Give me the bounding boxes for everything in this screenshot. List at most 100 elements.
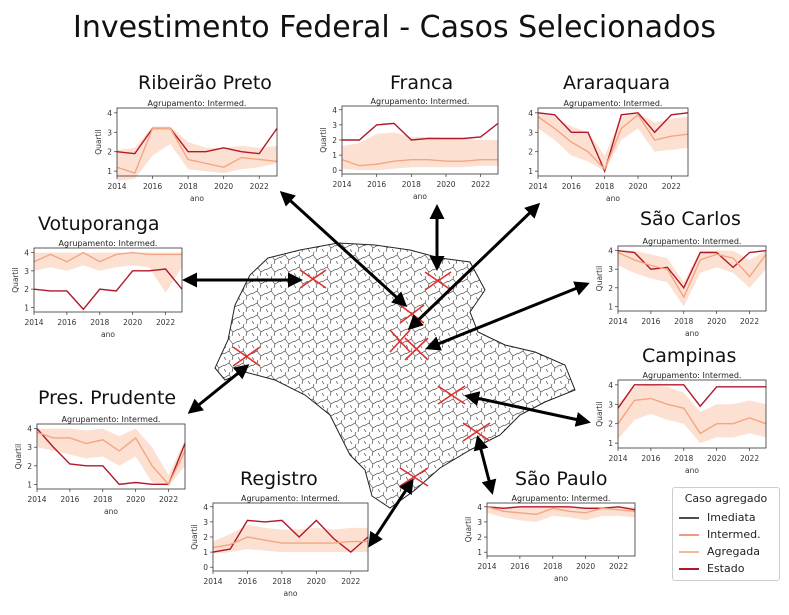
- x-axis-label: ano: [606, 194, 620, 203]
- series-line-agregada: [33, 251, 182, 263]
- x-tick-label: 2022: [740, 317, 759, 326]
- arrow-campinas: [464, 391, 591, 427]
- y-tick-label: 2: [332, 136, 337, 145]
- plot-frame: [617, 379, 767, 449]
- legend-entry-intermed: Intermed.: [673, 526, 779, 543]
- x-tick-label: 2020: [628, 182, 647, 191]
- chart-ribeirao-preto: Agrupamento: Intermed. 1 2 3 4 2014 2016 2018 20…: [95, 99, 278, 203]
- series-line-agregada: [212, 536, 368, 549]
- x-tick-label: 2018: [179, 182, 198, 191]
- legend-swatch: [679, 550, 699, 553]
- x-tick-label: 2016: [641, 317, 660, 326]
- y-tick-label: 0: [332, 166, 337, 175]
- chart-registro: Agrupamento: Intermed. 0 1 2 3 4 2014 2016 2018 2…: [191, 494, 369, 598]
- legend-title: Caso agregado: [684, 492, 768, 505]
- y-tick-label: 1: [107, 167, 112, 176]
- y-axis-label: Quartil: [191, 524, 199, 549]
- confidence-band: [37, 428, 185, 487]
- city-title-pres-prudente: Pres. Prudente: [38, 387, 177, 409]
- y-tick-label: 1: [608, 302, 613, 311]
- series-line-agregada: [116, 127, 278, 174]
- y-tick-label: 4: [332, 106, 337, 115]
- x-tick-label: 2020: [126, 495, 145, 504]
- series-line-estado: [36, 428, 186, 486]
- y-tick-label: 0: [203, 563, 208, 572]
- x-tick-label: 2016: [238, 577, 257, 586]
- chart-subtitle: Agrupamento: Intermed.: [241, 494, 340, 503]
- confidence-band: [618, 384, 766, 444]
- chart-subtitle: Agrupamento: Intermed.: [643, 371, 742, 380]
- chart-subtitle: Agrupamento: Intermed.: [643, 237, 742, 246]
- y-axis-label: Quartil: [12, 267, 20, 292]
- chart-sao-carlos: Agrupamento: Intermed. 1 2 3 4 2014 2016 2018 20…: [596, 237, 767, 338]
- y-tick-label: 1: [528, 167, 533, 176]
- confidence-band: [34, 252, 182, 293]
- y-tick-label: 3: [608, 400, 613, 409]
- x-axis-label: ano: [101, 330, 115, 339]
- y-tick-label: 4: [107, 109, 112, 118]
- x-tick-label: 2020: [707, 454, 726, 463]
- x-tick-label: 2018: [272, 577, 291, 586]
- series-line-estado: [33, 268, 183, 311]
- arrow-ribeirao-preto: [279, 190, 408, 308]
- chart-pres-prudente: Agrupamento: Intermed. 1 2 3 4 2014 2016 2018 20…: [15, 415, 186, 516]
- y-tick-label: 2: [203, 533, 208, 542]
- series-line-estado: [617, 384, 766, 409]
- arrow-registro: [368, 478, 414, 548]
- x-tick-label: 2014: [608, 454, 627, 463]
- arrow-pres-prudente: [187, 364, 250, 414]
- plot-frame: [486, 502, 636, 557]
- legend-label: Intermed.: [707, 528, 761, 541]
- y-tick-label: 1: [477, 548, 482, 557]
- x-tick-label: 2020: [307, 577, 326, 586]
- y-tick-label: 2: [27, 462, 32, 471]
- series-line-agregada: [36, 431, 186, 486]
- y-tick-label: 1: [27, 480, 32, 489]
- confidence-band: [117, 126, 277, 181]
- chart-votuporanga: Agrupamento: Intermed. 1 2 3 4 2014 2016 2018 20…: [12, 239, 183, 339]
- city-title-sao-paulo: São Paulo: [515, 468, 608, 490]
- city-title-franca: Franca: [390, 72, 454, 94]
- y-tick-label: 1: [203, 548, 208, 557]
- x-tick-label: 2018: [674, 454, 693, 463]
- y-tick-label: 3: [107, 128, 112, 137]
- x-tick-label: 2014: [477, 562, 496, 571]
- y-tick-label: 3: [332, 121, 337, 130]
- x-tick-label: 2022: [471, 180, 490, 189]
- y-tick-label: 1: [24, 303, 29, 312]
- x-tick-label: 2016: [510, 562, 529, 571]
- x-tick-label: 2014: [608, 317, 627, 326]
- x-tick-label: 2022: [662, 182, 681, 191]
- plot-frame: [617, 245, 767, 312]
- y-axis-label: Quartil: [320, 127, 328, 152]
- city-title-araraquara: Araraquara: [563, 72, 671, 94]
- y-tick-label: 3: [528, 128, 533, 137]
- x-tick-label: 2018: [674, 317, 693, 326]
- y-tick-label: 4: [24, 249, 29, 258]
- marker-campinas: [437, 385, 466, 405]
- chart-campinas: Agrupamento: Intermed. 1 2 3 4 2014 2016 2018 20…: [596, 371, 767, 475]
- y-axis-label: Quartil: [95, 129, 103, 154]
- chart-subtitle: Agrupamento: Intermed.: [148, 99, 247, 108]
- chart-franca: Agrupamento: Intermed. 0 1 2 3 4 2014 2016 2018 2…: [320, 97, 499, 201]
- legend-entry-agregada: Agregada: [673, 543, 779, 560]
- x-tick-label: 2018: [90, 318, 109, 327]
- x-tick-label: 2014: [203, 577, 222, 586]
- page-title: Investimento Federal - Casos Selecionado…: [72, 10, 717, 45]
- y-tick-label: 4: [608, 381, 613, 390]
- legend-swatch: [679, 516, 699, 519]
- confidence-band: [487, 506, 635, 522]
- x-tick-label: 2014: [332, 180, 351, 189]
- arrow-sao-paulo: [473, 435, 497, 495]
- y-tick-label: 3: [477, 518, 482, 527]
- city-title-ribeirao-preto: Ribeirão Preto: [138, 72, 272, 94]
- y-tick-label: 3: [203, 518, 208, 527]
- x-tick-label: 2014: [107, 182, 126, 191]
- x-tick-label: 2016: [367, 180, 386, 189]
- y-tick-label: 4: [203, 503, 208, 512]
- x-tick-label: 2014: [528, 182, 547, 191]
- y-axis-label: Quartil: [596, 266, 604, 291]
- connector-arrows: [182, 190, 591, 548]
- plot-frame: [116, 107, 278, 177]
